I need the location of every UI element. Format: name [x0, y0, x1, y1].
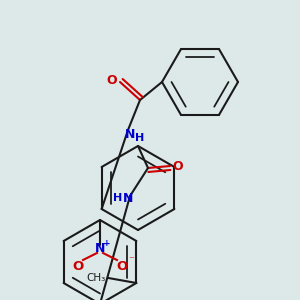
Text: O: O [173, 160, 183, 172]
Text: ⁻: ⁻ [128, 255, 134, 265]
Text: O: O [107, 74, 117, 86]
Text: N: N [123, 191, 133, 205]
Text: H: H [113, 193, 123, 203]
Text: N: N [125, 128, 135, 140]
Text: +: + [103, 238, 111, 247]
Text: O: O [116, 260, 128, 274]
Text: CH₃: CH₃ [87, 273, 106, 283]
Text: H: H [135, 133, 145, 143]
Text: N: N [95, 242, 105, 256]
Text: O: O [72, 260, 84, 274]
